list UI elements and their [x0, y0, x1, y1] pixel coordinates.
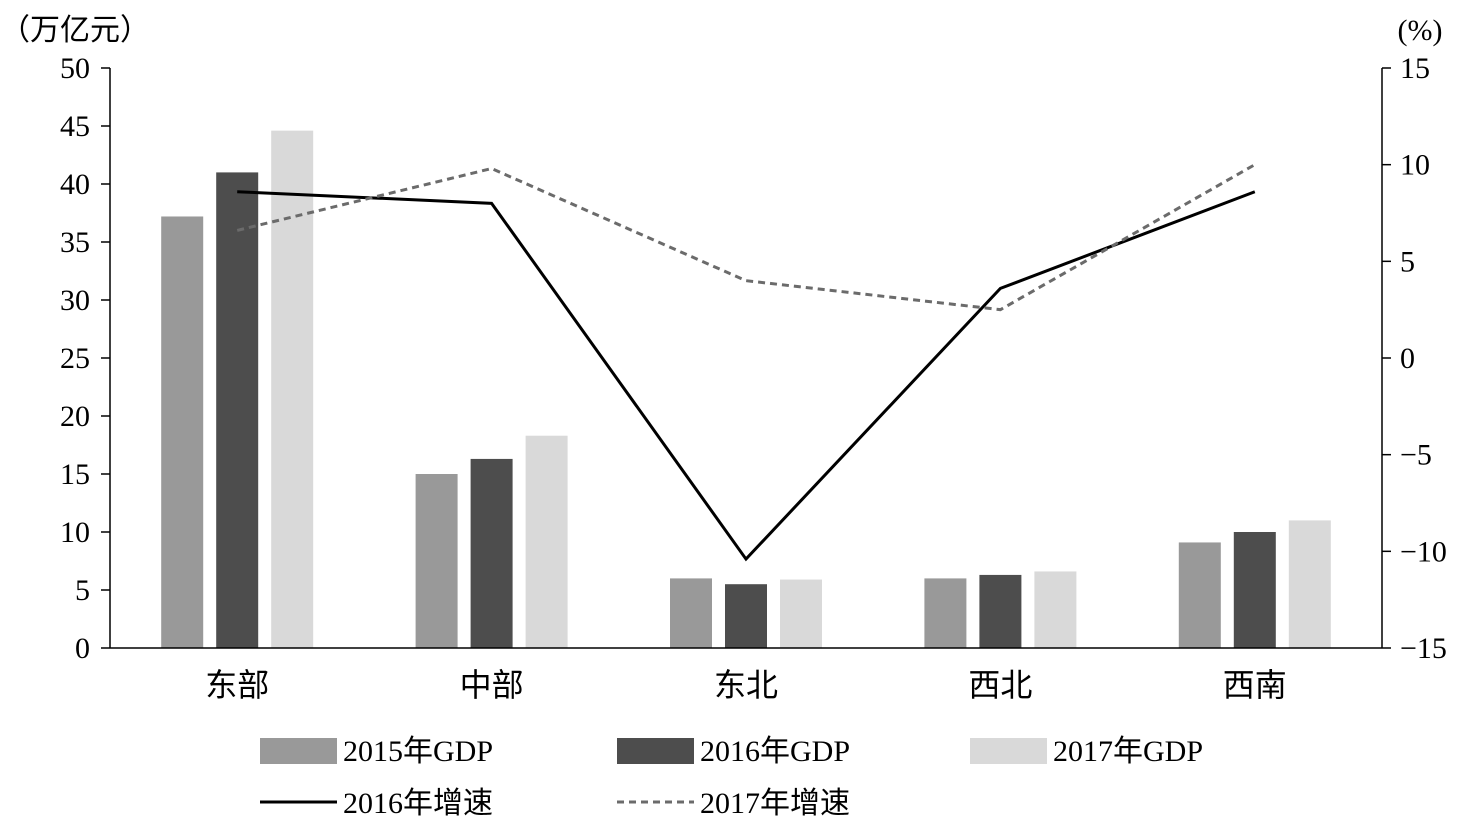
left-tick-label: 40: [60, 168, 90, 201]
category-label: 东北: [714, 667, 778, 703]
bar-2016年GDP-西北: [979, 574, 1022, 648]
bar-2015年GDP-西北: [924, 578, 967, 648]
lines-layer: [236, 163, 1256, 562]
left-axis-ticks: 0 5 10 15 20 25 30 35 40 45 50: [60, 52, 110, 665]
left-tick-label: 50: [60, 52, 90, 85]
bar-2017年GDP-东北: [780, 579, 822, 648]
bar-2017年GDP-东部: [271, 130, 314, 648]
category-label: 中部: [460, 667, 524, 703]
legend-label-gdp-2016: 2016年GDP: [700, 735, 850, 768]
legend: 2015年GDP 2016年GDP 2017年GDP 2016年增速 2017年…: [260, 735, 1203, 820]
line-series-2016年增速: [237, 190, 1256, 562]
bar-2016年GDP-东部: [216, 172, 259, 648]
left-tick-label: 45: [60, 110, 90, 143]
right-tick-label: −5: [1400, 439, 1432, 472]
category-labels: 东部 中部 东北 西北 西南: [205, 667, 1287, 703]
right-tick-label: −10: [1400, 535, 1447, 568]
left-tick-label: 15: [60, 458, 90, 491]
bar-2015年GDP-东部: [161, 216, 204, 649]
right-tick-label: −15: [1400, 632, 1447, 665]
line-series-2017年增速: [236, 163, 1256, 312]
legend-swatch-gdp-2015: [260, 738, 337, 764]
bar-2016年GDP-西南: [1233, 532, 1276, 648]
left-tick-label: 0: [75, 632, 90, 665]
right-axis-unit-label: (%): [1398, 14, 1443, 47]
legend-label-gdp-2017: 2017年GDP: [1053, 735, 1203, 768]
bar-2017年GDP-中部: [525, 435, 568, 648]
bar-2015年GDP-西南: [1178, 542, 1221, 648]
left-tick-label: 20: [60, 400, 90, 433]
legend-swatch-gdp-2016: [617, 738, 694, 764]
right-tick-label: 5: [1400, 245, 1415, 278]
legend-label-growth-2017: 2017年增速: [700, 787, 850, 820]
bar-2016年GDP-东北: [725, 584, 767, 648]
bar-2017年GDP-西南: [1288, 520, 1331, 648]
left-tick-label: 35: [60, 226, 90, 259]
category-label: 西北: [968, 667, 1032, 703]
bar-2016年GDP-中部: [470, 458, 513, 648]
right-tick-label: 10: [1400, 149, 1430, 182]
left-tick-label: 10: [60, 516, 90, 549]
left-tick-label: 30: [60, 284, 90, 317]
left-tick-label: 5: [75, 574, 90, 607]
left-tick-label: 25: [60, 342, 90, 375]
right-axis-ticks: −15 −10 −5 0 5 10 15: [1382, 52, 1447, 665]
bar-2017年GDP-西北: [1034, 571, 1077, 648]
legend-label-growth-2016: 2016年增速: [343, 787, 493, 820]
left-axis-unit-label: （万亿元）: [0, 14, 150, 47]
category-label: 东部: [205, 667, 269, 703]
right-tick-label: 0: [1400, 342, 1415, 375]
legend-label-gdp-2015: 2015年GDP: [343, 735, 493, 768]
category-label: 西南: [1223, 667, 1287, 703]
legend-swatch-gdp-2017: [970, 738, 1047, 764]
bars-layer: [161, 130, 1331, 649]
bar-2015年GDP-东北: [670, 578, 712, 648]
bar-2015年GDP-中部: [415, 474, 458, 648]
right-tick-label: 15: [1400, 52, 1430, 85]
